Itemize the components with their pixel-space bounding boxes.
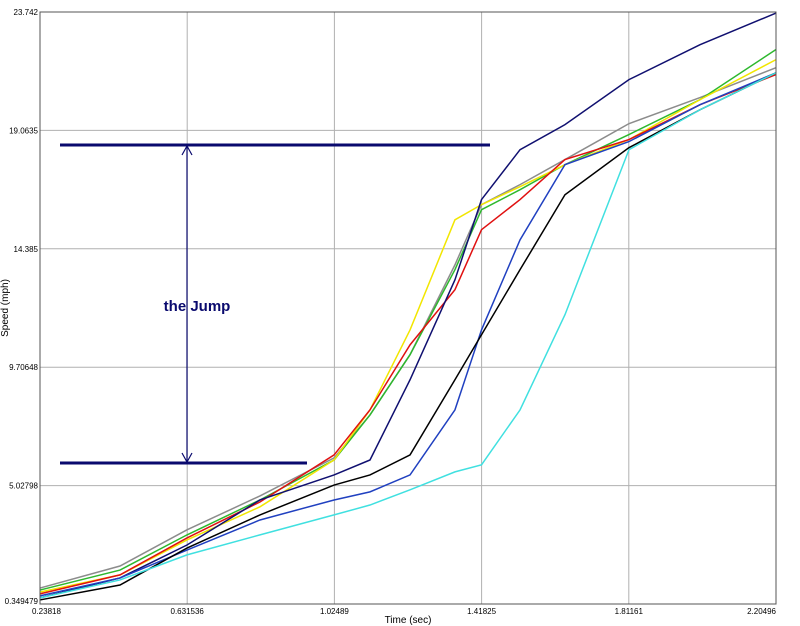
x-tick-label: 1.81161 [615, 607, 644, 616]
series-line [39, 48, 777, 591]
y-tick-label: 5.02798 [9, 482, 38, 491]
y-tick-label: 14.385 [14, 245, 39, 254]
series-line [39, 73, 777, 595]
series-line [39, 58, 777, 593]
series-line [39, 67, 777, 589]
plot-border [39, 11, 777, 605]
series-line [39, 72, 777, 597]
x-tick-label: 1.02489 [320, 607, 349, 616]
annotation: the Jump [164, 298, 231, 315]
x-tick-label: 1.41825 [467, 607, 496, 616]
x-axis-title: Time (sec) [385, 615, 432, 626]
arrow-head [181, 144, 193, 156]
y-tick-label: 9.70648 [9, 363, 38, 372]
y-tick-label: 23.742 [14, 8, 39, 17]
y-axis-title: Speed (mph) [0, 279, 11, 337]
series-line [39, 72, 777, 601]
x-tick-label: 0.23818 [32, 607, 61, 616]
series-line [39, 12, 777, 599]
x-tick-label: 2.20496 [747, 607, 776, 616]
series-line [39, 72, 777, 599]
y-tick-label: 0.349479 [5, 597, 39, 606]
x-tick-label: 0.631536 [171, 607, 205, 616]
y-tick-label: 19.0635 [9, 126, 38, 135]
arrow-head [181, 452, 193, 464]
